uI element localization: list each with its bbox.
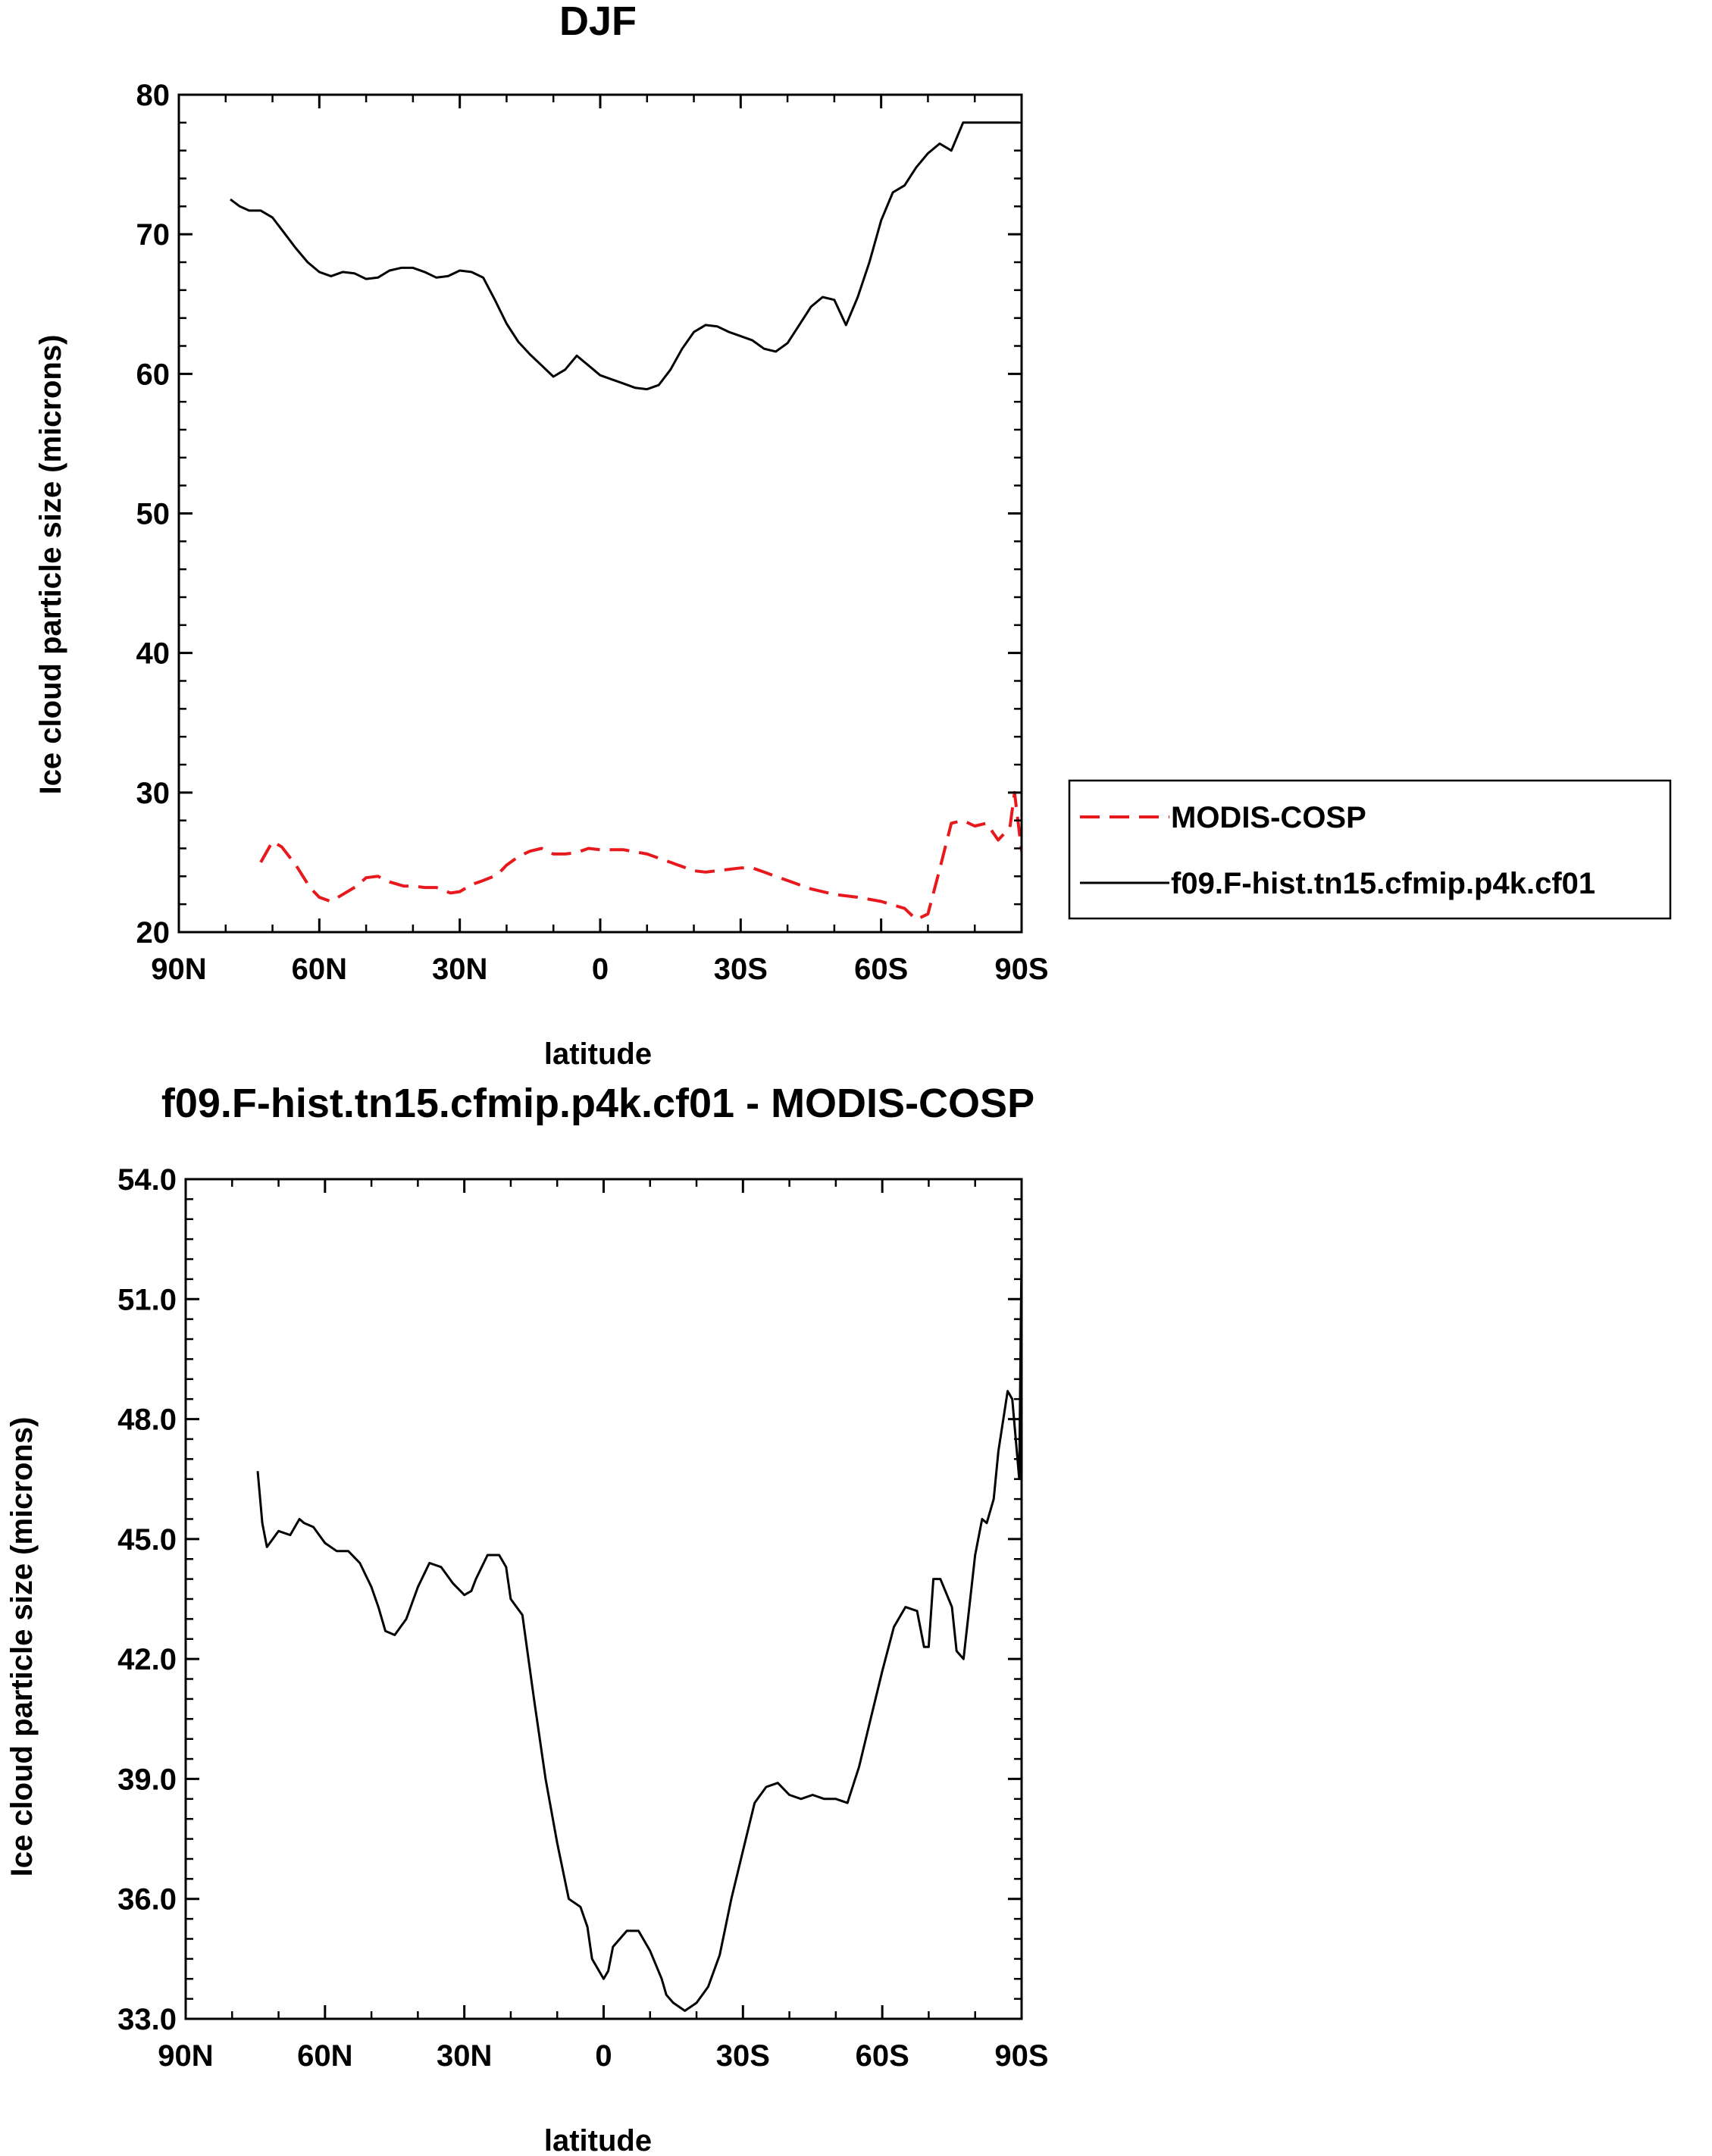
bottom-x-tick-label: 90N bbox=[158, 2039, 213, 2073]
bottom-x-tick-label: 60N bbox=[297, 2039, 352, 2073]
top-x-tick-label: 0 bbox=[592, 953, 609, 986]
bottom-plot-frame bbox=[184, 1178, 1023, 2020]
bottom-y-tick-label: 39.0 bbox=[117, 1763, 177, 1796]
top-x-axis-label: latitude bbox=[544, 1037, 652, 1071]
top-chart-title: DJF bbox=[559, 0, 637, 44]
top-y-tick-label: 60 bbox=[136, 358, 171, 391]
top-plot-frame bbox=[177, 93, 1023, 934]
top-axes: 90N 60N 30N 0 30S 60S 90S 20 30 40 50 60 70 80 bbox=[136, 79, 1049, 986]
top-y-axis-label: Ice cloud particle size (microns) bbox=[34, 335, 67, 795]
top-y-tick-label: 20 bbox=[136, 916, 171, 950]
top-x-tick-label: 60S bbox=[854, 953, 908, 986]
top-x-tick-label: 90S bbox=[994, 953, 1048, 986]
top-y-tick-label: 30 bbox=[136, 777, 171, 810]
legend-label-model: f09.F-hist.tn15.cfmip.p4k.cf01 bbox=[1171, 867, 1595, 900]
top-x-tick-label: 60N bbox=[292, 953, 347, 986]
bottom-plot-lines bbox=[256, 1250, 1022, 2012]
bottom-y-tick-label: 51.0 bbox=[117, 1283, 177, 1316]
legend-label-modis-cosp: MODIS-COSP bbox=[1171, 801, 1366, 834]
bottom-x-tick-label: 30N bbox=[437, 2039, 492, 2073]
top-x-tick-label: 30S bbox=[714, 953, 768, 986]
bottom-x-tick-label: 30S bbox=[716, 2039, 770, 2073]
legend-box bbox=[1068, 779, 1672, 920]
bottom-x-axis-label: latitude bbox=[544, 2124, 652, 2156]
bottom-y-tick-label: 54.0 bbox=[117, 1163, 177, 1197]
top-y-tick-label: 50 bbox=[136, 498, 171, 531]
bottom-x-tick-label: 90S bbox=[994, 2039, 1048, 2073]
bottom-axes: 90N 60N 30N 0 30S 60S 90S 33.0 36.0 39.0 42.0 45.0 4… bbox=[117, 1163, 1048, 2073]
top-series-line-modis-cosp bbox=[259, 790, 1022, 922]
top-plot-lines bbox=[230, 121, 1022, 922]
bottom-x-tick-label: 60S bbox=[856, 2039, 909, 2073]
bottom-y-tick-label: 45.0 bbox=[117, 1523, 177, 1557]
top-x-tick-label: 90N bbox=[151, 953, 206, 986]
bottom-series-line-series-0 bbox=[256, 1250, 1022, 2012]
bottom-y-tick-label: 42.0 bbox=[117, 1643, 177, 1676]
top-y-tick-label: 70 bbox=[136, 218, 171, 252]
bottom-panel: f09.F-hist.tn15.cfmip.p4k.cf01 - MODIS-C… bbox=[5, 1081, 1049, 2156]
bottom-x-tick-label: 0 bbox=[595, 2039, 612, 2073]
bottom-y-tick-label: 48.0 bbox=[117, 1403, 177, 1437]
bottom-y-tick-label: 33.0 bbox=[117, 2003, 177, 2036]
top-y-tick-label: 80 bbox=[136, 79, 171, 112]
bottom-chart-title: f09.F-hist.tn15.cfmip.p4k.cf01 - MODIS-C… bbox=[161, 1081, 1034, 1126]
top-series-line-f09-f-hist-tn15-cfmip-p4k-cf01 bbox=[230, 121, 1019, 391]
bottom-y-tick-label: 36.0 bbox=[117, 1883, 177, 1917]
top-y-tick-label: 40 bbox=[136, 637, 171, 671]
legend: MODIS-COSP f09.F-hist.tn15.cfmip.p4k.cf0… bbox=[1068, 779, 1672, 920]
bottom-y-axis-label: Ice cloud particle size (microns) bbox=[5, 1417, 39, 1877]
top-x-tick-label: 30N bbox=[432, 953, 487, 986]
top-panel: DJF 90N 60N 30N 0 30S 60S 90S 20 30 40 50 60 70 80 la… bbox=[34, 0, 1049, 1071]
